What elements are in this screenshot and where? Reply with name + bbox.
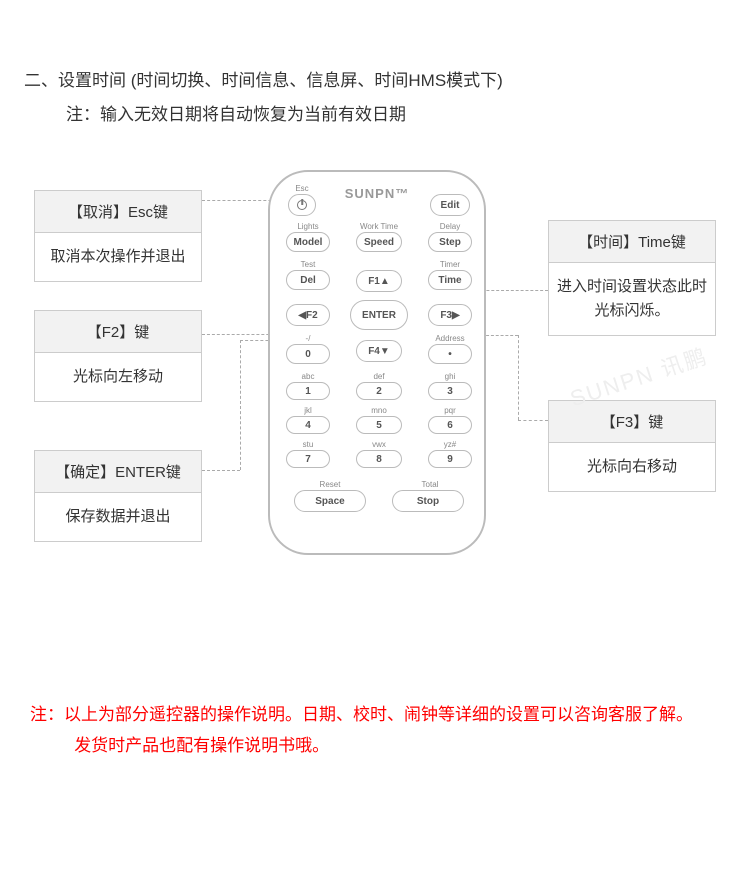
btn-f4[interactable]: F4▼	[356, 340, 402, 362]
callout-esc: 【取消】Esc键 取消本次操作并退出	[34, 190, 202, 282]
lbl-mno: mno	[356, 406, 402, 415]
lbl-stu: stu	[286, 440, 330, 449]
callout-esc-title: 【取消】Esc键	[35, 191, 201, 233]
callout-enter: 【确定】ENTER键 保存数据并退出	[34, 450, 202, 542]
btn-time[interactable]: Time	[428, 270, 472, 290]
btn-8[interactable]: 8	[356, 450, 402, 468]
btn-space[interactable]: Space	[294, 490, 366, 512]
lbl-worktime: Work Time	[354, 222, 404, 231]
footer-line2: 发货时产品也配有操作说明书哦。	[30, 731, 720, 762]
callout-f3-title: 【F3】键	[549, 401, 715, 443]
callout-time-desc: 进入时间设置状态此时光标闪烁。	[549, 263, 715, 335]
btn-5[interactable]: 5	[356, 416, 402, 434]
header-line2: 注：输入无效日期将自动恢复为当前有效日期	[66, 100, 406, 125]
lbl-test: Test	[286, 260, 330, 269]
leader-f3-v	[518, 335, 519, 420]
footer-line1: 注：以上为部分遥控器的操作说明。日期、校时、闹钟等详细的设置可以咨询客服了解。	[30, 700, 720, 731]
callout-enter-desc: 保存数据并退出	[35, 493, 201, 541]
lbl-timer: Timer	[428, 260, 472, 269]
btn-f3[interactable]: F3▶	[428, 304, 472, 326]
btn-del[interactable]: Del	[286, 270, 330, 290]
lbl-sym: -/	[286, 334, 330, 343]
leader-enter-h	[202, 470, 240, 471]
callout-f3-desc: 光标向右移动	[549, 443, 715, 491]
lbl-abc: abc	[286, 372, 330, 381]
btn-dot[interactable]: •	[428, 344, 472, 364]
lbl-ghi: ghi	[428, 372, 472, 381]
callout-esc-desc: 取消本次操作并退出	[35, 233, 201, 281]
btn-speed[interactable]: Speed	[356, 232, 402, 252]
lbl-total: Total	[400, 480, 460, 489]
btn-f2[interactable]: ◀F2	[286, 304, 330, 326]
footer-note: 注：以上为部分遥控器的操作说明。日期、校时、闹钟等详细的设置可以咨询客服了解。 …	[30, 700, 720, 761]
leader-f3-h2	[518, 420, 548, 421]
btn-enter[interactable]: ENTER	[350, 300, 408, 330]
lbl-pqr: pqr	[428, 406, 472, 415]
btn-3[interactable]: 3	[428, 382, 472, 400]
remote-body: SUNPN™ Esc Edit Lights Model Work Time S…	[268, 170, 486, 555]
btn-f1[interactable]: F1▲	[356, 270, 402, 292]
callout-enter-title: 【确定】ENTER键	[35, 451, 201, 493]
lbl-address: Address	[426, 334, 474, 343]
callout-f3: 【F3】键 光标向右移动	[548, 400, 716, 492]
lbl-jkl: jkl	[286, 406, 330, 415]
btn-0[interactable]: 0	[286, 344, 330, 364]
header-line1: 二、设置时间 (时间切换、时间信息、信息屏、时间HMS模式下)	[24, 66, 503, 91]
lbl-lights: Lights	[286, 222, 330, 231]
power-icon	[297, 200, 307, 210]
leader-enter-v	[240, 340, 241, 470]
btn-model[interactable]: Model	[286, 232, 330, 252]
lbl-esc: Esc	[288, 184, 316, 193]
lbl-delay: Delay	[428, 222, 472, 231]
callout-time-title: 【时间】Time键	[549, 221, 715, 263]
btn-power[interactable]	[288, 194, 316, 216]
btn-2[interactable]: 2	[356, 382, 402, 400]
btn-9[interactable]: 9	[428, 450, 472, 468]
btn-1[interactable]: 1	[286, 382, 330, 400]
lbl-def: def	[356, 372, 402, 381]
btn-7[interactable]: 7	[286, 450, 330, 468]
btn-4[interactable]: 4	[286, 416, 330, 434]
callout-f2-title: 【F2】键	[35, 311, 201, 353]
btn-edit[interactable]: Edit	[430, 194, 470, 216]
callout-f2-desc: 光标向左移动	[35, 353, 201, 401]
callout-time: 【时间】Time键 进入时间设置状态此时光标闪烁。	[548, 220, 716, 336]
btn-6[interactable]: 6	[428, 416, 472, 434]
btn-step[interactable]: Step	[428, 232, 472, 252]
lbl-vwx: vwx	[356, 440, 402, 449]
btn-stop[interactable]: Stop	[392, 490, 464, 512]
lbl-yz: yz#	[428, 440, 472, 449]
callout-f2: 【F2】键 光标向左移动	[34, 310, 202, 402]
lbl-reset: Reset	[300, 480, 360, 489]
